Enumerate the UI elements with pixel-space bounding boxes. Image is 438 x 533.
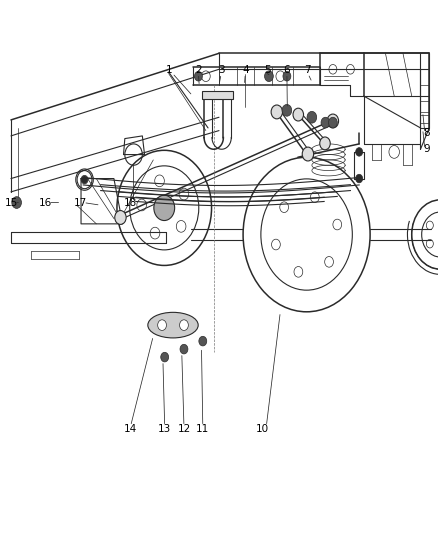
Text: 5: 5 — [264, 66, 271, 75]
Circle shape — [271, 105, 283, 119]
Circle shape — [320, 137, 330, 150]
Circle shape — [161, 352, 169, 362]
Text: 11: 11 — [196, 424, 209, 434]
Circle shape — [158, 320, 166, 330]
Text: 16: 16 — [39, 198, 52, 207]
Text: 7: 7 — [304, 66, 311, 75]
Text: 12: 12 — [177, 424, 191, 434]
Circle shape — [199, 336, 207, 346]
Text: 17: 17 — [74, 198, 87, 207]
Circle shape — [154, 195, 175, 221]
Circle shape — [321, 117, 330, 128]
Text: 10: 10 — [256, 424, 269, 434]
Text: 9: 9 — [424, 144, 431, 154]
Circle shape — [180, 320, 188, 330]
Circle shape — [327, 114, 339, 128]
Circle shape — [180, 344, 188, 354]
Text: 1: 1 — [165, 66, 172, 75]
Text: 18: 18 — [124, 198, 137, 207]
Circle shape — [356, 148, 363, 156]
Circle shape — [328, 117, 337, 128]
Circle shape — [307, 111, 317, 123]
Text: 2: 2 — [195, 66, 202, 75]
Circle shape — [81, 176, 88, 183]
Circle shape — [283, 71, 291, 81]
Text: 4: 4 — [242, 66, 249, 75]
Text: 15: 15 — [4, 198, 18, 207]
Circle shape — [302, 147, 314, 161]
Text: 14: 14 — [124, 424, 137, 434]
Bar — [202, 91, 233, 99]
Circle shape — [12, 197, 21, 208]
Ellipse shape — [148, 312, 198, 338]
Text: 8: 8 — [424, 128, 431, 138]
Circle shape — [293, 108, 304, 121]
Text: 13: 13 — [158, 424, 171, 434]
Circle shape — [194, 71, 202, 81]
Text: 3: 3 — [218, 66, 225, 75]
Text: 6: 6 — [283, 66, 290, 75]
Circle shape — [356, 174, 363, 183]
Circle shape — [265, 71, 273, 82]
Circle shape — [115, 211, 126, 224]
Circle shape — [282, 104, 292, 116]
